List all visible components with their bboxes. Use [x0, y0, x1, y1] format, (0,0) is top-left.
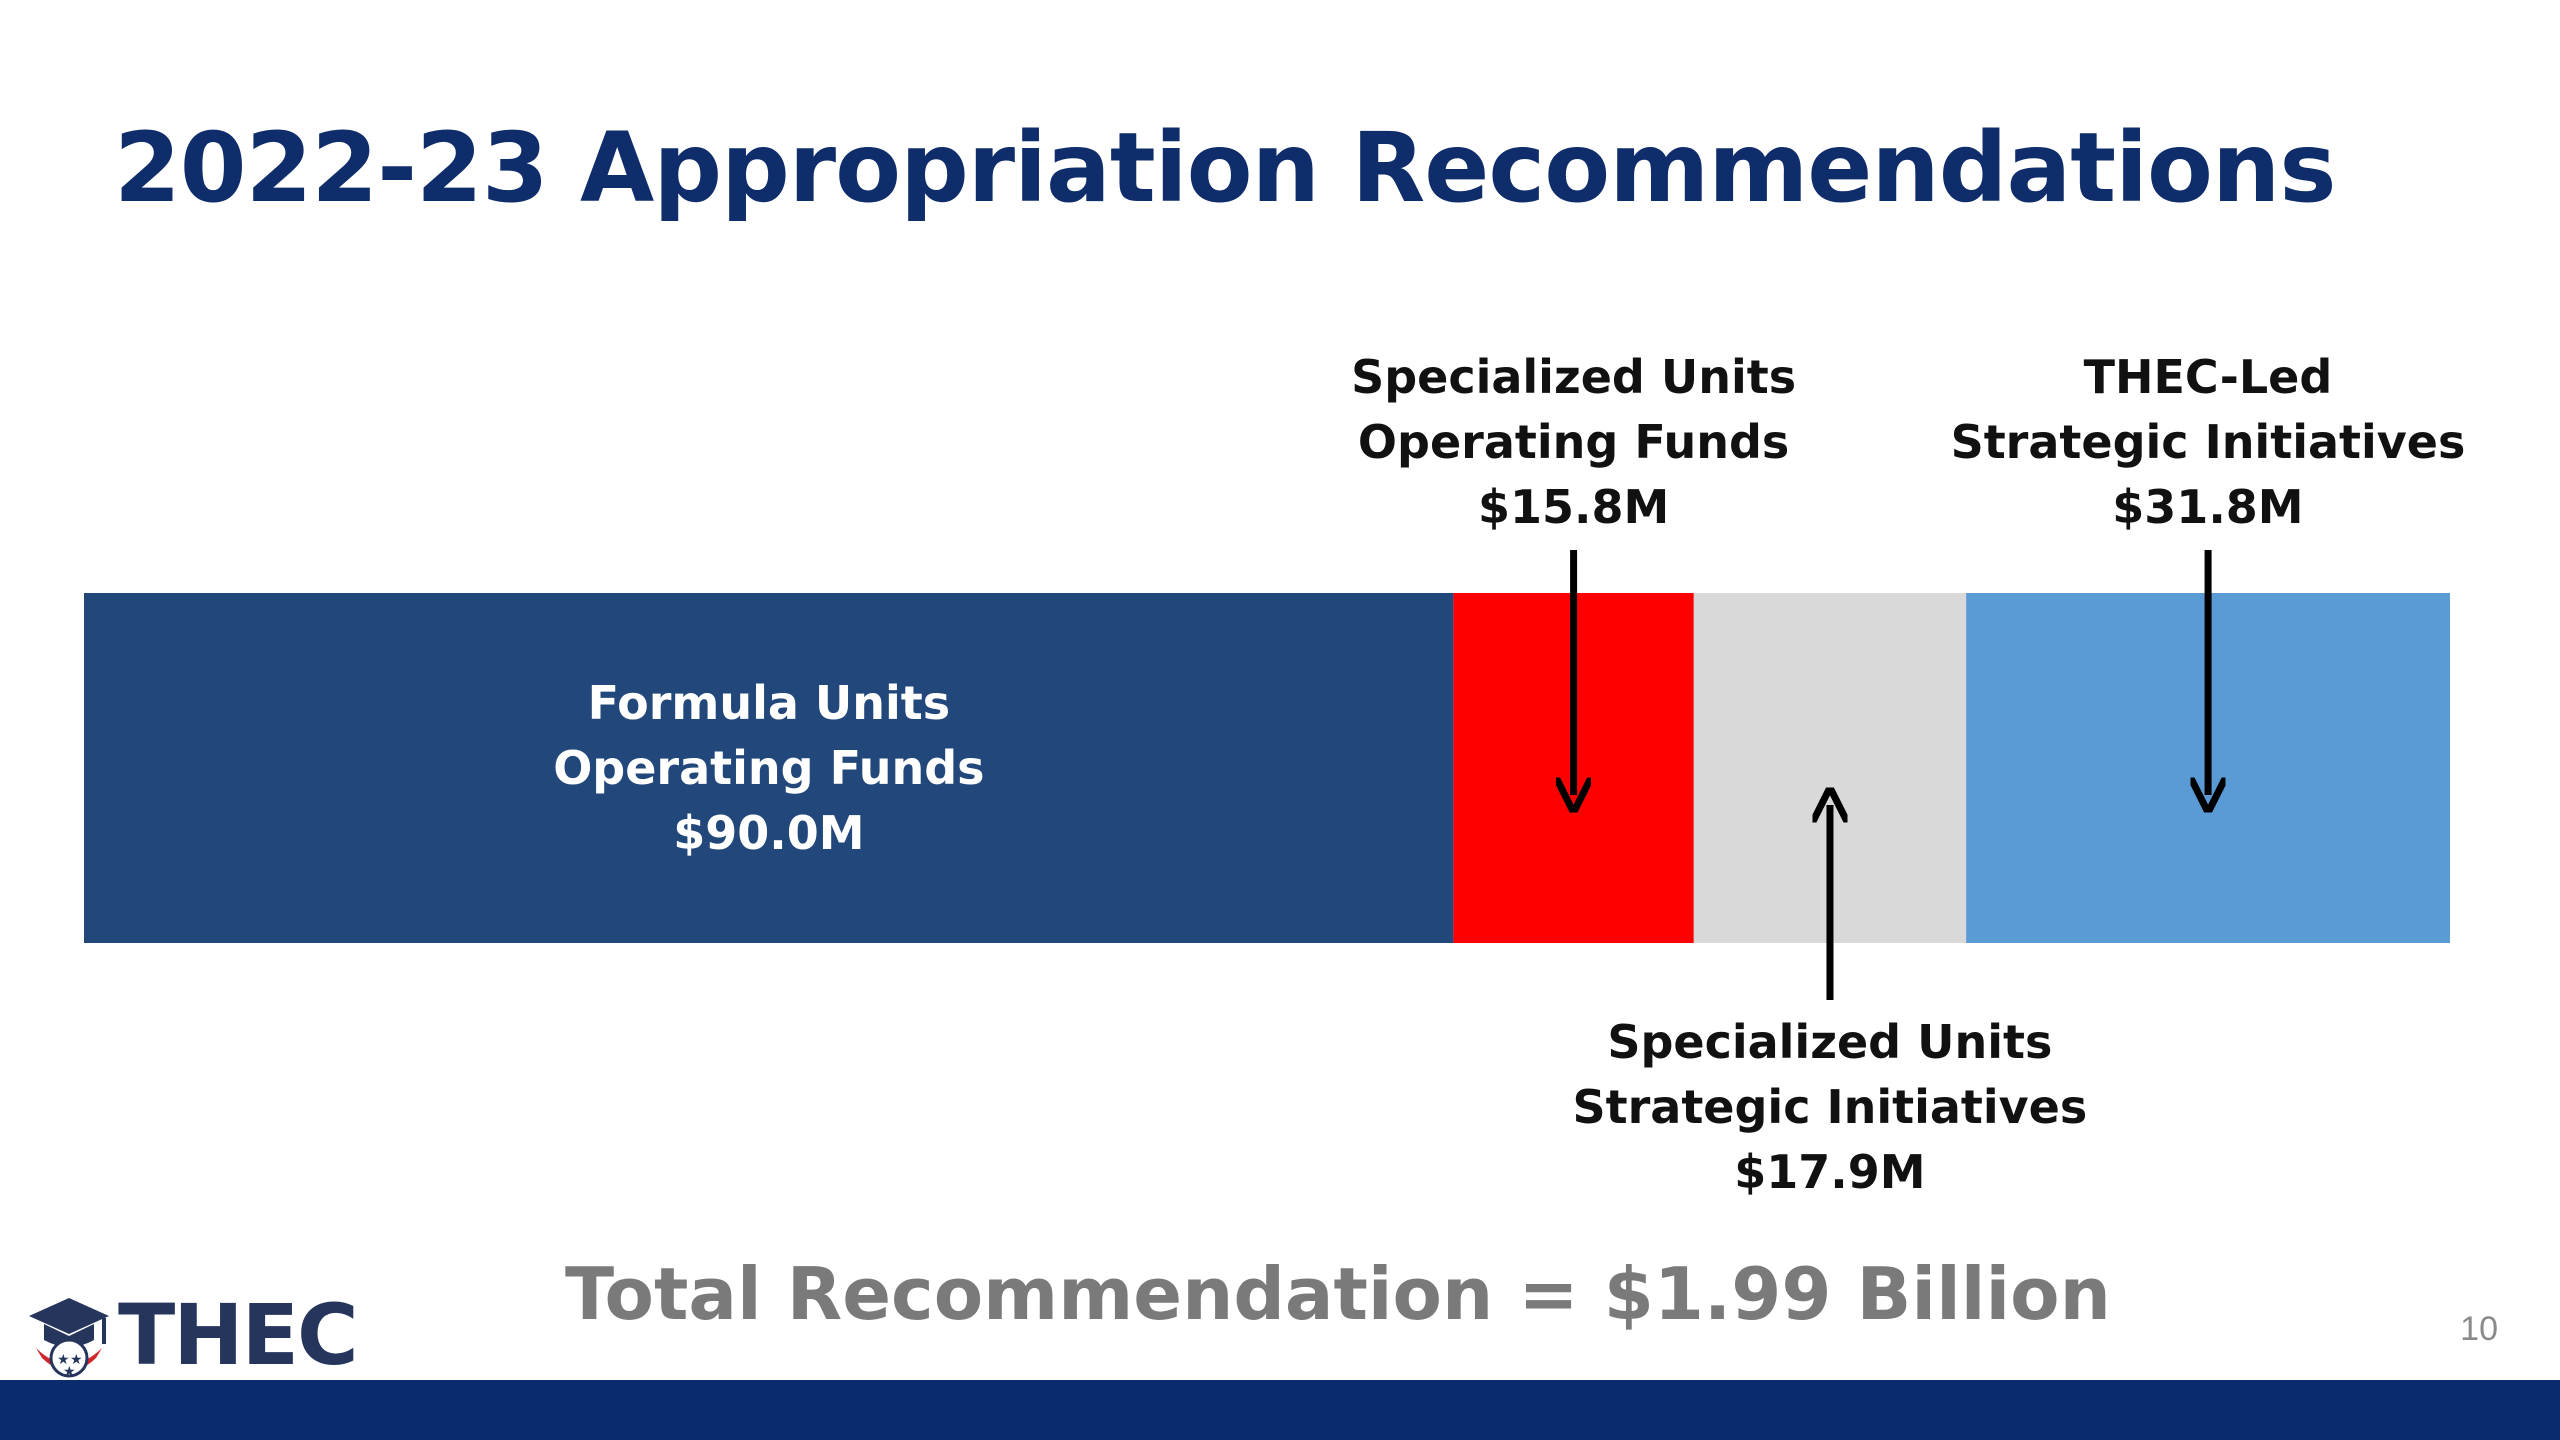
page-number: 10: [2460, 1310, 2498, 1348]
segment-value-label: $17.9M: [1734, 1145, 1926, 1199]
bar-segments: [84, 593, 2450, 943]
segment-label-line: Strategic Initiatives: [1950, 415, 2466, 469]
bar-segment-formula-units: [84, 593, 1454, 943]
segment-label-line: Specialized Units: [1607, 1015, 2053, 1069]
segment-label-thec-led: THEC-Led Strategic Initiatives $31.8M: [1951, 345, 2466, 540]
thec-logo: ★ ★ ★ THEC: [26, 1286, 359, 1384]
segment-value-label: $31.8M: [2112, 480, 2304, 534]
svg-text:★: ★: [70, 1352, 83, 1368]
footer-bar: [0, 1380, 2560, 1440]
total-recommendation: Total Recommendation = $1.99 Billion: [565, 1252, 2111, 1336]
segment-value-label: $15.8M: [1477, 480, 1670, 534]
svg-text:★: ★: [57, 1352, 70, 1368]
svg-text:★: ★: [63, 1364, 76, 1378]
segment-label-line: THEC-Led: [2083, 350, 2333, 404]
slide-title: 2022-23 Appropriation Recommendations: [114, 112, 2336, 224]
callout-arrows: [1574, 550, 2208, 1000]
segment-label-formula-units: Formula Units Operating Funds $90.0M: [553, 671, 984, 866]
segment-label-line: Formula Units: [587, 675, 951, 730]
logo-wordmark: THEC: [118, 1286, 359, 1384]
segment-value-label: $90.0M: [673, 805, 865, 860]
segment-label-line: Operating Funds: [553, 740, 985, 795]
segment-label-line: Specialized Units: [1351, 350, 1797, 404]
segment-label-line: Strategic Initiatives: [1572, 1080, 2088, 1134]
segment-label-specialized-operating: Specialized Units Operating Funds $15.8M: [1351, 345, 1796, 540]
segment-label-line: Operating Funds: [1357, 415, 1790, 469]
segment-label-specialized-strategic: Specialized Units Strategic Initiatives …: [1572, 1010, 2087, 1205]
graduation-cap-icon: ★ ★ ★: [29, 1298, 109, 1378]
